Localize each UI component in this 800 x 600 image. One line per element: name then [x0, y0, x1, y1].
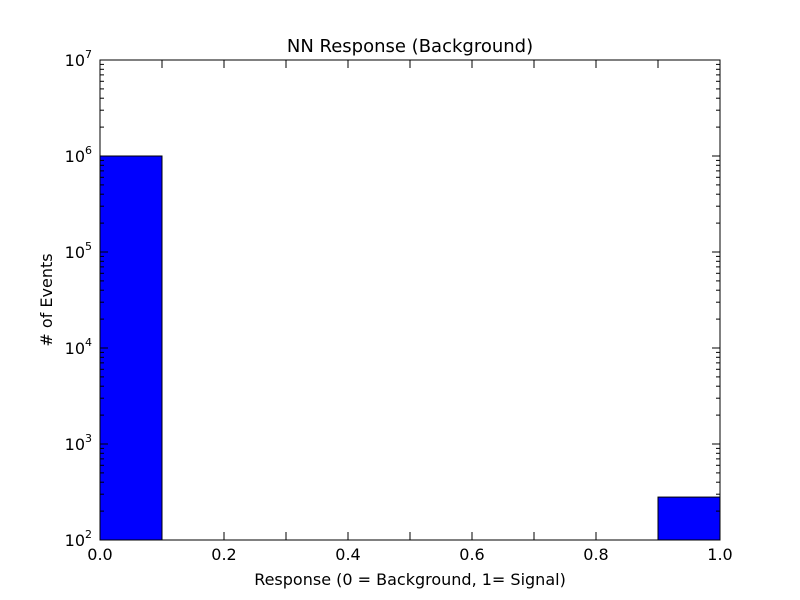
- y-tick-label: 103: [65, 432, 92, 454]
- histogram-bar-1: [657, 496, 721, 541]
- y-tick-exponent: 2: [85, 528, 92, 541]
- y-tick-exponent: 5: [85, 240, 92, 253]
- y-tick-exponent: 6: [85, 144, 92, 157]
- y-tick-base: 10: [65, 339, 85, 358]
- y-tick-label: 102: [65, 528, 92, 550]
- y-tick-label: 106: [65, 144, 92, 166]
- x-tick-label: 0.8: [583, 545, 608, 564]
- y-tick-label: 107: [65, 48, 92, 70]
- x-tick-label: 0.4: [335, 545, 360, 564]
- histogram-bar-0: [99, 155, 163, 541]
- y-tick-base: 10: [65, 531, 85, 550]
- y-axis-label: # of Events: [37, 253, 56, 346]
- x-axis-label: Response (0 = Background, 1= Signal): [254, 570, 566, 589]
- x-tick-label: 1.0: [707, 545, 732, 564]
- chart-title: NN Response (Background): [287, 36, 533, 57]
- y-tick-base: 10: [65, 243, 85, 262]
- y-tick-exponent: 4: [85, 336, 92, 349]
- x-tick-label: 0.2: [211, 545, 236, 564]
- plot-frame: [99, 59, 721, 541]
- x-tick-label: 0.6: [459, 545, 484, 564]
- x-tick-label: 0.0: [87, 545, 112, 564]
- y-tick-base: 10: [65, 435, 85, 454]
- y-tick-base: 10: [65, 51, 85, 70]
- y-tick-exponent: 7: [85, 48, 92, 61]
- y-tick-base: 10: [65, 147, 85, 166]
- bars-group: [99, 155, 721, 541]
- y-tick-label: 105: [65, 240, 92, 262]
- y-tick-exponent: 3: [85, 432, 92, 445]
- y-tick-label: 104: [65, 336, 92, 358]
